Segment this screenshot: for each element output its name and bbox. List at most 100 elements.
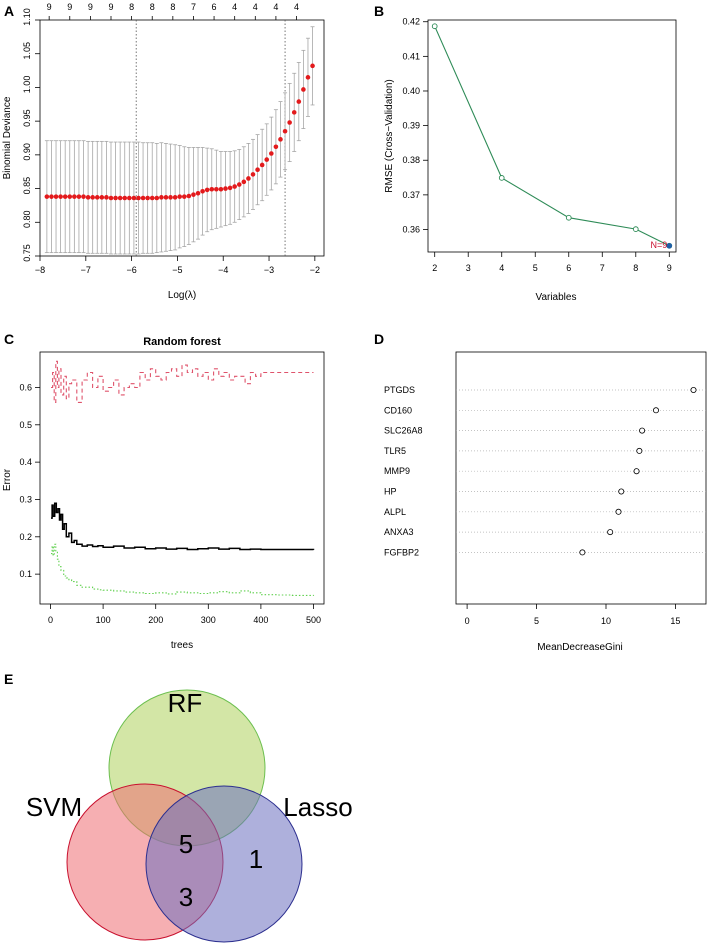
venn-diagram: RF SVM Lasso 5 3 1 — [26, 688, 353, 943]
lasso-point — [191, 192, 196, 197]
lasso-point — [214, 186, 219, 192]
gini-feature-label: MMP9 — [384, 466, 410, 476]
rmse-x-tick-label: 9 — [667, 263, 672, 273]
lasso-top-tick-label: 4 — [273, 2, 278, 12]
lasso-point — [223, 186, 228, 191]
lasso-point — [209, 186, 215, 192]
gini-x-tick-label: 0 — [465, 616, 470, 626]
lasso-top-tick-label: 9 — [47, 2, 52, 12]
rf-y-tick-label: 0.6 — [19, 382, 32, 392]
gini-x-tick-label: 10 — [601, 616, 611, 626]
rf-title: Random forest — [143, 336, 221, 348]
lasso-y-tick-label: 0.85 — [22, 177, 32, 195]
rmse-x-tick-label: 3 — [466, 263, 471, 273]
lasso-point — [154, 195, 160, 201]
gini-x-axis-label: MeanDecreaseGini — [537, 642, 623, 653]
lasso-y-tick-label: 0.75 — [22, 244, 32, 262]
rmse-y-tick-label: 0.42 — [402, 17, 420, 27]
gini-feature-label: ANXA3 — [384, 527, 414, 537]
lasso-point — [296, 99, 302, 104]
panel-letter-a: A — [4, 3, 14, 19]
lasso-y-tick-label: 0.95 — [22, 109, 32, 127]
rf-y-tick-label: 0.4 — [19, 457, 32, 467]
lasso-y-tick-label: 1.05 — [22, 42, 32, 60]
lasso-top-tick-label: 4 — [294, 2, 299, 12]
panel-letter-b: B — [374, 3, 384, 19]
lasso-point — [58, 194, 63, 199]
lasso-top-tick-label: 9 — [67, 2, 72, 12]
lasso-y-axis-label: Binomial Deviance — [2, 96, 13, 179]
lasso-y-tick-label: 1.10 — [22, 8, 32, 26]
rf-series-class-1 — [51, 360, 314, 403]
lasso-point — [273, 144, 279, 150]
gini-point — [618, 488, 625, 495]
rmse-x-tick-label: 4 — [499, 263, 504, 273]
lasso-top-tick-label: 8 — [150, 2, 155, 12]
lasso-y-tick-label: 1.00 — [22, 76, 32, 94]
lasso-point — [145, 195, 150, 201]
venn-label-rf: RF — [168, 688, 203, 718]
gini-plot-box — [455, 351, 707, 605]
gini-x-tick-label: 5 — [534, 616, 539, 626]
lasso-points — [44, 63, 315, 201]
rmse-best-annotation: N=9 — [651, 240, 668, 250]
lasso-point — [186, 193, 192, 199]
lasso-point — [264, 157, 270, 162]
lasso-x-tick-label: −2 — [310, 265, 320, 275]
gini-point — [615, 508, 622, 515]
lasso-point — [94, 195, 100, 200]
gini-x-tick-label: 15 — [670, 616, 680, 626]
lasso-point — [269, 151, 274, 156]
lasso-point — [291, 110, 297, 115]
rf-y-tick-label: 0.5 — [19, 420, 32, 430]
rf-x-tick-label: 100 — [96, 615, 111, 625]
gini-points — [579, 386, 697, 556]
lasso-point — [310, 63, 315, 69]
rmse-y-tick-label: 0.40 — [402, 86, 420, 96]
lasso-top-tick-label: 9 — [88, 2, 93, 12]
lasso-point — [108, 195, 114, 201]
lasso-point — [163, 195, 169, 200]
lasso-point — [241, 179, 247, 185]
rmse-y-tick-label: 0.37 — [402, 190, 420, 200]
gini-feature-label: TLR5 — [384, 446, 406, 456]
lasso-point — [236, 182, 242, 187]
rmse-plot-box — [427, 19, 677, 253]
lasso-point — [49, 194, 54, 199]
lasso-point — [301, 87, 306, 92]
rmse-y-tick-label: 0.38 — [402, 155, 420, 165]
lasso-x-tick-label: −6 — [126, 265, 136, 275]
lasso-axes: −8 −7 −6 −5 −4 −3 −2 0.75 0.80 0.85 0.90 0.95 1.00 1.… — [22, 2, 320, 275]
rf-series — [51, 360, 315, 596]
lasso-point — [53, 194, 59, 199]
lasso-top-tick-label: 8 — [129, 2, 134, 12]
venn-circle-lasso — [145, 785, 303, 943]
lasso-point — [136, 195, 141, 201]
lasso-point — [127, 195, 132, 201]
venn-count-lasso-only: 1 — [249, 844, 263, 874]
gini-importance-chart: 0 5 10 15 PTGDS CD160 SLC26A8 TLR5 MMP9 HP ALPL ANX… — [384, 351, 707, 653]
rmse-x-axis-label: Variables — [536, 292, 577, 303]
rmse-x-tick-label: 8 — [633, 263, 638, 273]
rf-x-tick-label: 0 — [48, 615, 53, 625]
rf-x-axis-label: trees — [171, 640, 193, 651]
lasso-point — [200, 188, 205, 194]
lasso-x-tick-label: −3 — [264, 265, 274, 275]
rf-y-axis-label: Error — [2, 468, 13, 491]
lasso-point — [122, 195, 128, 201]
venn-label-svm: SVM — [26, 792, 82, 822]
lasso-x-tick-label: −8 — [35, 265, 45, 275]
lasso-cv-chart: −8 −7 −6 −5 −4 −3 −2 0.75 0.80 0.85 0.90 0.95 1.00 1.… — [2, 2, 325, 301]
lasso-x-tick-label: −7 — [81, 265, 91, 275]
rmse-best-point — [666, 242, 673, 249]
lasso-point — [140, 195, 146, 201]
rmse-y-tick-label: 0.39 — [402, 121, 420, 131]
lasso-point — [246, 176, 251, 181]
rmse-point — [431, 23, 438, 30]
rf-y-tick-label: 0.3 — [19, 494, 32, 504]
panel-letter-d: D — [374, 331, 384, 347]
lasso-top-tick-label: 6 — [212, 2, 217, 12]
rmse-series — [431, 23, 673, 249]
lasso-point — [218, 186, 224, 192]
rmse-axes: 2 3 4 5 6 7 8 9 0.36 0.37 0.38 0.39 0.40 0.41 0.42 — [402, 17, 671, 273]
